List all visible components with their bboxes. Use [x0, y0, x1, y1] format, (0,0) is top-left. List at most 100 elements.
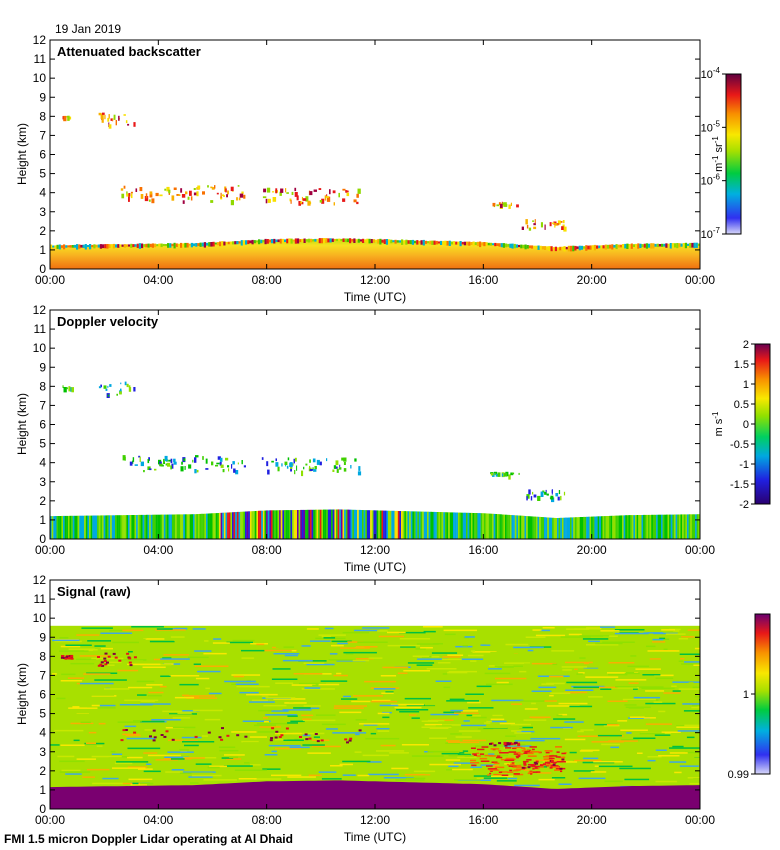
velocity-column — [578, 517, 580, 539]
velocity-column — [631, 515, 634, 539]
boundary-layer-top-cell — [65, 245, 68, 248]
signal-hot-cell — [513, 773, 520, 775]
cloud-cell — [554, 223, 558, 226]
velocity-column — [227, 512, 229, 539]
velocity-cloud-cell — [286, 465, 289, 469]
signal-streak — [177, 712, 192, 714]
boundary-layer-top-cell — [221, 241, 224, 247]
velocity-column — [342, 509, 345, 539]
signal-streak — [669, 747, 700, 749]
cloud-cell — [298, 201, 301, 206]
velocity-column — [570, 517, 572, 539]
signal-streak — [397, 672, 408, 674]
boundary-layer-top-cell — [559, 246, 562, 251]
signal-streak — [672, 745, 684, 748]
velocity-column — [503, 514, 506, 539]
signal-streak — [187, 656, 209, 659]
signal-streak — [477, 728, 494, 730]
cloud-cell — [196, 191, 199, 197]
signal-streak — [505, 735, 516, 737]
signal-hot-cell — [501, 774, 509, 776]
boundary-layer-top-cell — [461, 241, 464, 245]
velocity-cloud-cell — [518, 472, 520, 475]
velocity-column — [63, 515, 65, 539]
signal-streak — [146, 684, 163, 686]
boundary-layer-top-cell — [69, 245, 72, 248]
boundary-layer-top-cell — [390, 239, 393, 244]
signal-streak — [619, 767, 651, 770]
velocity-cloud-cell — [339, 464, 341, 468]
signal-hot-cell — [517, 764, 522, 767]
x-tick-label: 12:00 — [360, 543, 390, 557]
velocity-column — [58, 516, 60, 539]
boundary-layer-top-cell — [50, 244, 53, 250]
signal-streak — [197, 670, 221, 673]
y-tick-label: 0 — [39, 262, 46, 276]
signal-streak — [387, 631, 406, 634]
velocity-column — [513, 515, 515, 539]
velocity-column — [613, 515, 616, 539]
velocity-column — [436, 512, 439, 539]
velocity-column — [609, 515, 611, 539]
signal-hot-cell — [543, 756, 553, 758]
cloud-cell — [356, 201, 359, 205]
velocity-column — [415, 511, 418, 539]
signal-streak — [320, 680, 348, 682]
boundary-layer-top-cell — [383, 239, 386, 244]
cloud-cell — [98, 112, 102, 116]
velocity-column — [674, 514, 676, 539]
cloud-cell — [318, 188, 322, 190]
velocity-column — [487, 513, 489, 539]
cloud-cell — [102, 112, 105, 115]
signal-streak — [446, 740, 460, 742]
velocity-column — [269, 510, 272, 539]
boundary-layer-top-cell — [622, 244, 625, 249]
velocity-cloud-cell — [235, 470, 239, 475]
signal-streak — [586, 644, 619, 646]
signal-streak — [287, 715, 298, 717]
boundary-layer-top-cell — [416, 240, 419, 245]
colorbar-tick-label: 10-4 — [701, 66, 721, 81]
boundary-layer-top-cell — [574, 245, 577, 251]
signal-streak — [311, 745, 341, 748]
boundary-layer-top-cell — [271, 239, 274, 244]
signal-streak — [514, 732, 532, 734]
signal-streak — [184, 757, 205, 759]
signal-streak — [443, 686, 451, 689]
velocity-column — [479, 513, 481, 539]
boundary-layer-top-cell — [554, 246, 557, 252]
velocity-column — [540, 517, 543, 539]
velocity-cloud-cell — [285, 464, 287, 467]
boundary-layer-top-cell — [652, 243, 655, 249]
velocity-column — [602, 516, 605, 539]
velocity-column — [155, 514, 158, 539]
cloud-cell — [140, 194, 144, 199]
signal-streak — [241, 740, 259, 743]
signal-streak — [430, 699, 461, 701]
cloud-cell — [326, 194, 328, 198]
boundary-layer-top-cell — [310, 238, 313, 243]
boundary-layer-top-cell — [546, 246, 549, 250]
signal-streak — [128, 778, 153, 781]
signal-streak — [625, 706, 651, 708]
boundary-layer-top-cell — [297, 238, 300, 244]
signal-streak — [614, 632, 649, 635]
velocity-cloud-cell — [544, 491, 547, 495]
signal-streak — [658, 755, 680, 757]
velocity-cloud-cell — [134, 464, 138, 466]
velocity-cloud-cell — [312, 467, 314, 471]
signal-hot-cell — [472, 753, 477, 755]
signal-streak — [331, 644, 344, 647]
signal-cloud-cell — [126, 652, 130, 655]
signal-hot-cell — [507, 771, 514, 773]
boundary-layer-top-cell — [346, 238, 349, 243]
boundary-layer-top-cell — [56, 244, 59, 249]
signal-streak — [243, 742, 263, 744]
signal-cloud-cell — [547, 761, 551, 764]
signal-streak — [50, 744, 60, 746]
signal-streak — [163, 654, 190, 656]
velocity-column — [657, 514, 660, 539]
boundary-layer-top-cell — [513, 243, 516, 249]
signal-streak — [183, 738, 204, 741]
velocity-cloud-cell — [338, 467, 342, 470]
